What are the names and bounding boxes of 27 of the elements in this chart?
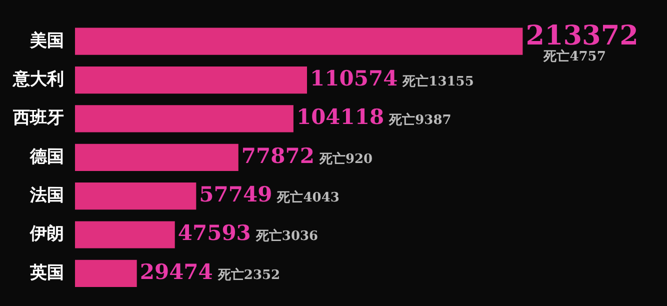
y-tick-label: 意大利: [12, 69, 64, 90]
bar: [75, 144, 238, 171]
bar: [75, 28, 523, 55]
y-tick-label: 法国: [29, 186, 64, 206]
y-tick-label: 德国: [29, 146, 64, 167]
bar: [75, 105, 294, 132]
y-tick-label: 英国: [29, 262, 64, 283]
annotation: 死亡920: [318, 150, 373, 167]
y-tick-label: 美国: [29, 30, 64, 51]
y-tick-label: 伊朗: [29, 224, 64, 244]
text: 死亡4757: [542, 48, 606, 65]
data-label: 77872: [241, 142, 314, 168]
bar: [75, 260, 137, 287]
annotation: 死亡9387: [388, 112, 452, 128]
annotation: 死亡13155: [402, 73, 474, 90]
data-label: 104118: [296, 104, 384, 130]
data-label: 47593: [178, 220, 251, 246]
bar: [75, 66, 308, 94]
data-label: 29474: [140, 258, 213, 284]
y-tick-label: 西班牙: [12, 108, 64, 128]
bar: [75, 182, 196, 210]
annotation: 死亡2352: [216, 266, 280, 283]
bar: [75, 221, 175, 248]
annotation: 死亡4043: [276, 189, 340, 206]
data-label: 110574: [310, 65, 398, 90]
data-label: 57749: [199, 182, 272, 207]
annotation: 死亡3036: [254, 228, 318, 244]
